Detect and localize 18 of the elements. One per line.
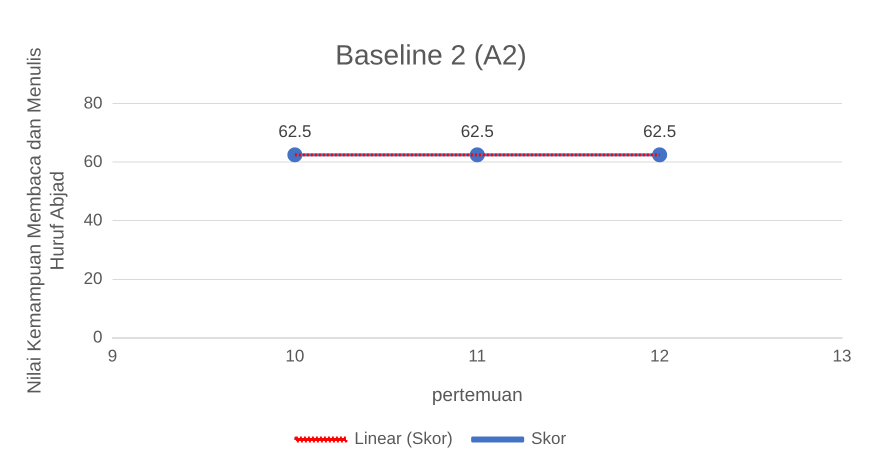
x-tick-label: 10 (285, 346, 304, 366)
legend-label: Linear (Skor) (354, 429, 453, 448)
data-label: 62.5 (643, 122, 676, 142)
x-tick-label: 13 (832, 346, 852, 366)
data-label: 62.5 (278, 122, 312, 142)
y-tick-label: 20 (84, 268, 103, 288)
chart-title: Baseline 2 (A2) (335, 40, 527, 71)
y-tick-label: 60 (84, 152, 103, 171)
y-tick-label: 40 (84, 210, 103, 230)
y-tick-label: 0 (93, 327, 103, 346)
x-tick-label: 11 (468, 346, 486, 366)
x-axis-title: pertemuan (432, 384, 523, 406)
y-axis-title: Nilai Kemampuan Membaca dan Menulis Huruf Abjad (24, 48, 68, 394)
y-tick-label: 80 (84, 93, 103, 112)
data-label: 62.5 (460, 122, 494, 142)
legend-label: Skor (531, 429, 566, 448)
x-tick-label: 12 (650, 346, 670, 366)
x-tick-label: 9 (108, 346, 118, 366)
